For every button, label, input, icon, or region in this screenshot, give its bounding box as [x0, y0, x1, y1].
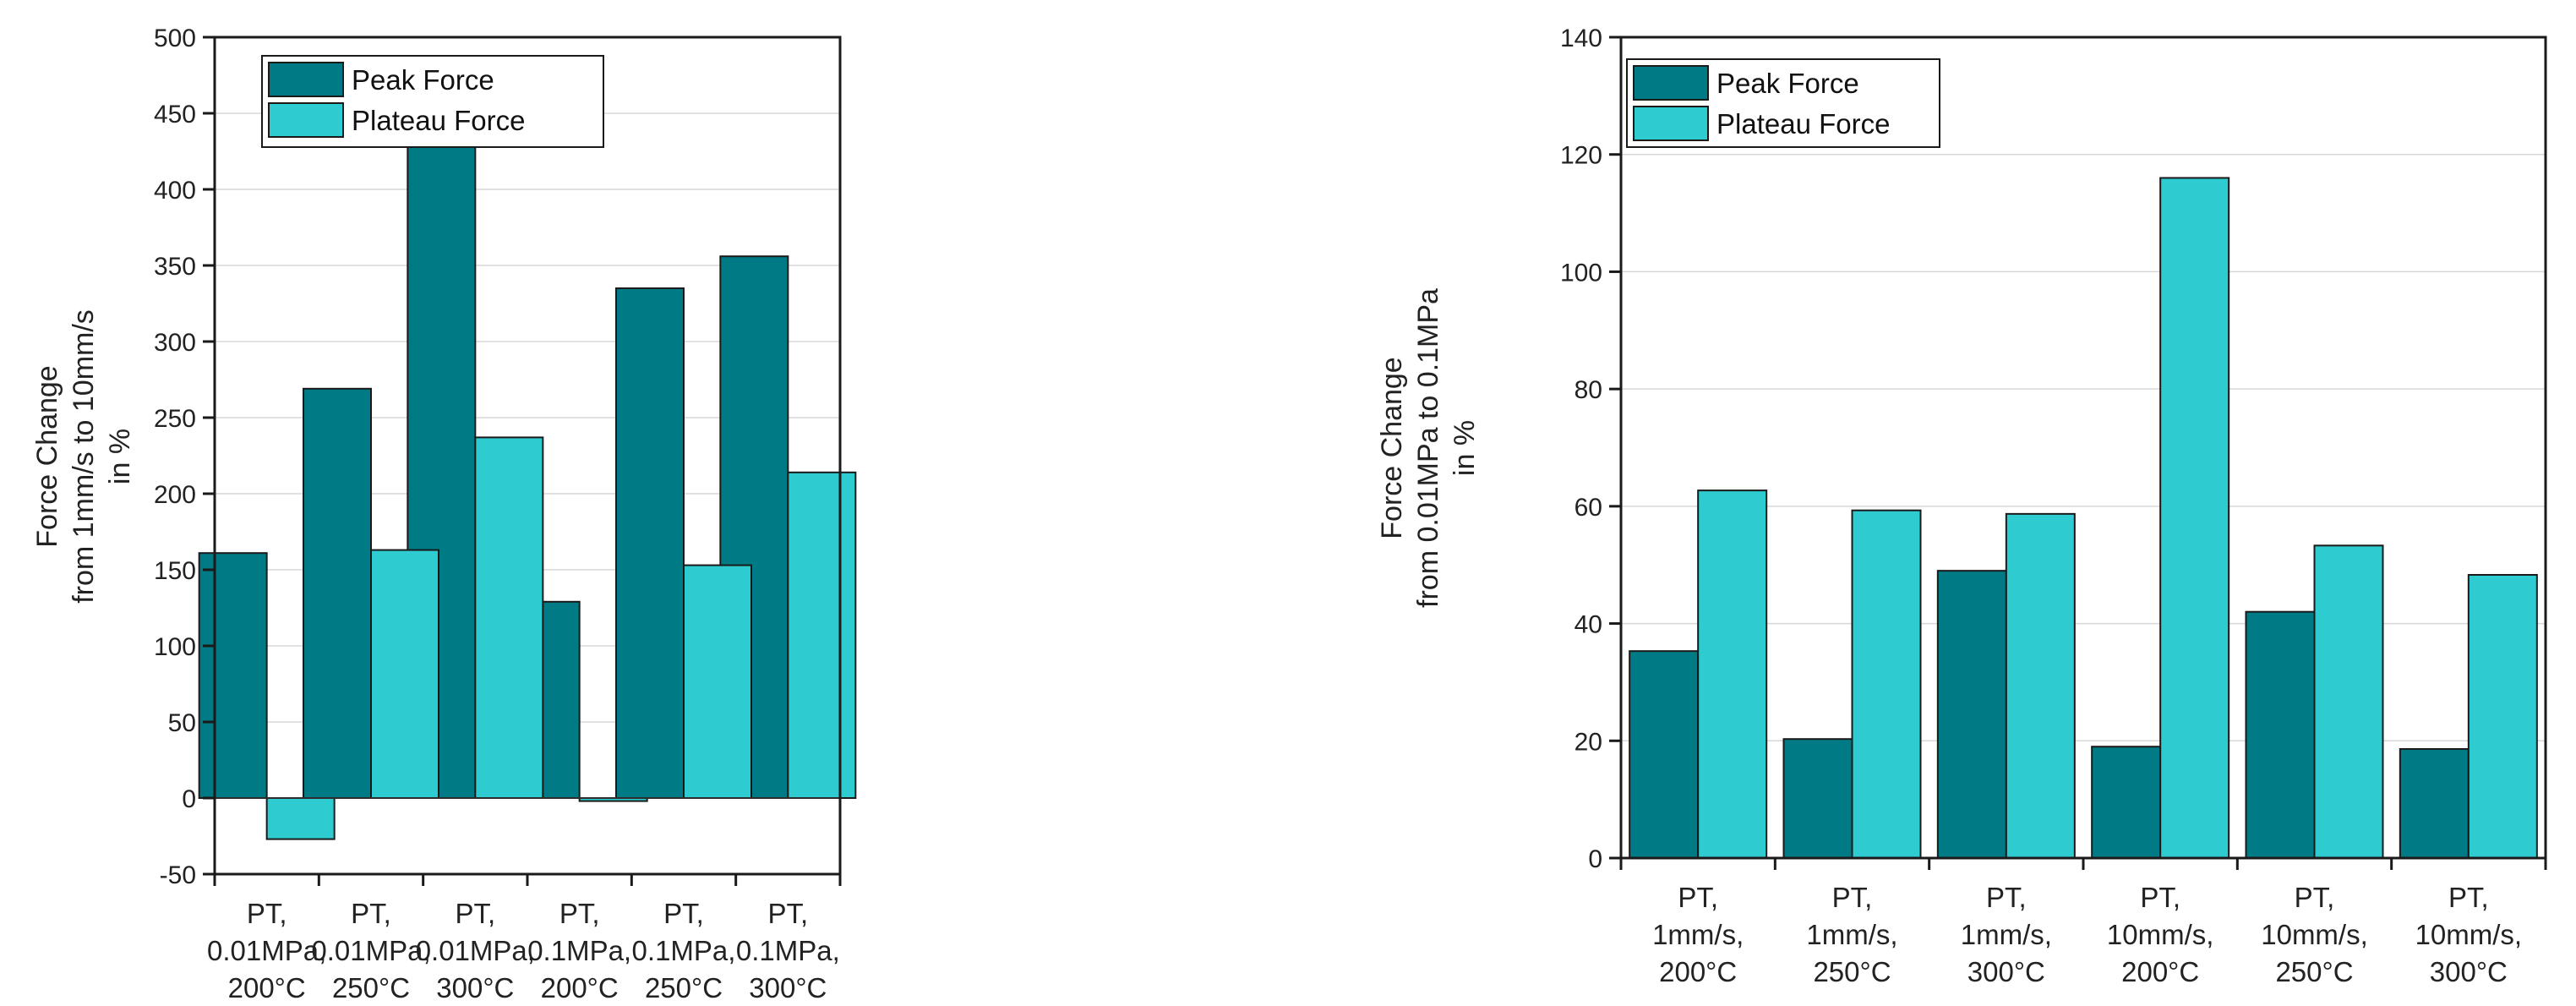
- x-category-label: PT,: [2295, 882, 2335, 913]
- legend-label: Plateau Force: [352, 105, 525, 136]
- x-category-label: 300°C: [2430, 956, 2508, 987]
- x-category-label: 200°C: [541, 972, 619, 1003]
- bar-plateau-3: [2005, 512, 2076, 860]
- x-category-label: 250°C: [645, 972, 723, 1003]
- y-tick-label: 300: [154, 329, 196, 357]
- bar-peak-2: [303, 387, 372, 799]
- x-category-label: 0.1MPa,: [736, 935, 840, 966]
- bar-plateau-5: [2313, 544, 2384, 859]
- y-tick-label: 20: [1575, 728, 1602, 756]
- y-tick-label: 200: [154, 481, 196, 509]
- x-category-label: 0.1MPa,: [527, 935, 631, 966]
- y-tick-label: 250: [154, 405, 196, 433]
- x-category-label: PT,: [247, 898, 287, 929]
- legend-swatch: [1633, 106, 1709, 141]
- x-category-label: 200°C: [228, 972, 306, 1003]
- y-tick-label: 150: [154, 557, 196, 585]
- chart-2: 0 20 40 60 80 100 120 140 PT, 1mm/s, 200°C PT, 1mm/s…: [1376, 25, 2547, 987]
- x-category-label: 0.01MPa,: [311, 935, 430, 966]
- x-category-label: 1mm/s,: [1652, 919, 1744, 950]
- bar-plateau-6: [2467, 574, 2538, 859]
- x-category-label: 1mm/s,: [1961, 919, 2052, 950]
- bar-peak-3: [1936, 570, 2007, 860]
- y-axis-title: from 1mm/s to 10mm/s: [68, 309, 100, 604]
- bar-peak-2: [1782, 738, 1853, 860]
- x-category-label: 10mm/s,: [2107, 919, 2214, 950]
- legend-label: Peak Force: [1716, 68, 1859, 99]
- bar-peak-6: [2399, 747, 2470, 860]
- x-category-label: 250°C: [332, 972, 410, 1003]
- bar-plateau-6: [787, 471, 857, 799]
- x-category-label: 200°C: [2121, 956, 2199, 987]
- y-tick-label: 50: [168, 709, 196, 737]
- y-tick-label: 0: [1588, 845, 1602, 873]
- x-category-label: PT,: [559, 898, 600, 929]
- y-tick-label: 500: [154, 25, 196, 52]
- bar-plateau-2: [1851, 509, 1922, 860]
- bar-peak-4: [2091, 746, 2162, 859]
- y-tick-label: 40: [1575, 611, 1602, 639]
- y-tick-label: 400: [154, 177, 196, 205]
- bar-peak-5: [615, 287, 685, 799]
- bar-plateau-3: [474, 436, 544, 800]
- y-tick-label: -50: [160, 861, 196, 889]
- x-category-label: PT,: [351, 898, 391, 929]
- legend-label: Plateau Force: [1716, 108, 1890, 139]
- y-tick-label: 100: [154, 633, 196, 661]
- y-tick-label: 100: [1560, 259, 1602, 287]
- y-axis-title: in %: [1449, 420, 1481, 476]
- y-axis-title: Force Change: [1376, 357, 1408, 539]
- x-category-label: PT,: [2140, 882, 2180, 913]
- legend-label: Peak Force: [352, 64, 494, 96]
- y-tick-label: 0: [182, 785, 196, 813]
- y-tick-label: 350: [154, 253, 196, 281]
- x-category-label: PT,: [767, 898, 808, 929]
- y-axis-title: in %: [104, 429, 136, 484]
- x-category-label: 300°C: [1967, 956, 2045, 987]
- bar-plateau-2: [370, 549, 439, 799]
- y-axis-title: Force Change: [31, 365, 63, 547]
- x-category-label: 300°C: [436, 972, 514, 1003]
- x-category-label: 10mm/s,: [2261, 919, 2368, 950]
- bar-peak-5: [2245, 610, 2316, 859]
- y-tick-label: 140: [1560, 25, 1602, 52]
- bar-peak-1: [1629, 650, 1700, 860]
- x-category-label: PT,: [1832, 882, 1873, 913]
- x-category-label: PT,: [663, 898, 704, 929]
- x-category-label: PT,: [455, 898, 495, 929]
- legend-swatch: [268, 102, 344, 138]
- legend-swatch: [1633, 65, 1709, 101]
- x-category-label: PT,: [1986, 882, 2027, 913]
- x-category-label: PT,: [2448, 882, 2489, 913]
- x-category-label: 300°C: [749, 972, 827, 1003]
- x-category-label: 10mm/s,: [2415, 919, 2523, 950]
- y-axis-title: from 0.01MPa to 0.1MPa: [1412, 288, 1444, 608]
- x-category-label: 0.01MPa,: [416, 935, 535, 966]
- x-category-label: 0.01MPa,: [207, 935, 326, 966]
- bar-peak-1: [198, 552, 268, 799]
- x-category-label: 250°C: [1813, 956, 1891, 987]
- bar-plateau-4: [2159, 177, 2230, 859]
- x-category-label: 200°C: [1659, 956, 1737, 987]
- bar-plateau-1: [1697, 489, 1768, 860]
- bar-plateau-1: [265, 797, 336, 840]
- y-tick-label: 120: [1560, 142, 1602, 170]
- y-tick-label: 450: [154, 101, 196, 128]
- y-tick-label: 80: [1575, 376, 1602, 404]
- x-category-label: 0.1MPa,: [632, 935, 736, 966]
- legend-swatch: [268, 62, 344, 97]
- y-tick-label: 60: [1575, 494, 1602, 522]
- x-category-label: PT,: [1678, 882, 1718, 913]
- x-category-label: 250°C: [2275, 956, 2353, 987]
- x-category-label: 1mm/s,: [1806, 919, 1897, 950]
- chart-1: -50 0 50 100 150 200 250 300 350 400 450 500 PT, 0.01…: [31, 25, 857, 1003]
- bar-plateau-5: [683, 564, 752, 799]
